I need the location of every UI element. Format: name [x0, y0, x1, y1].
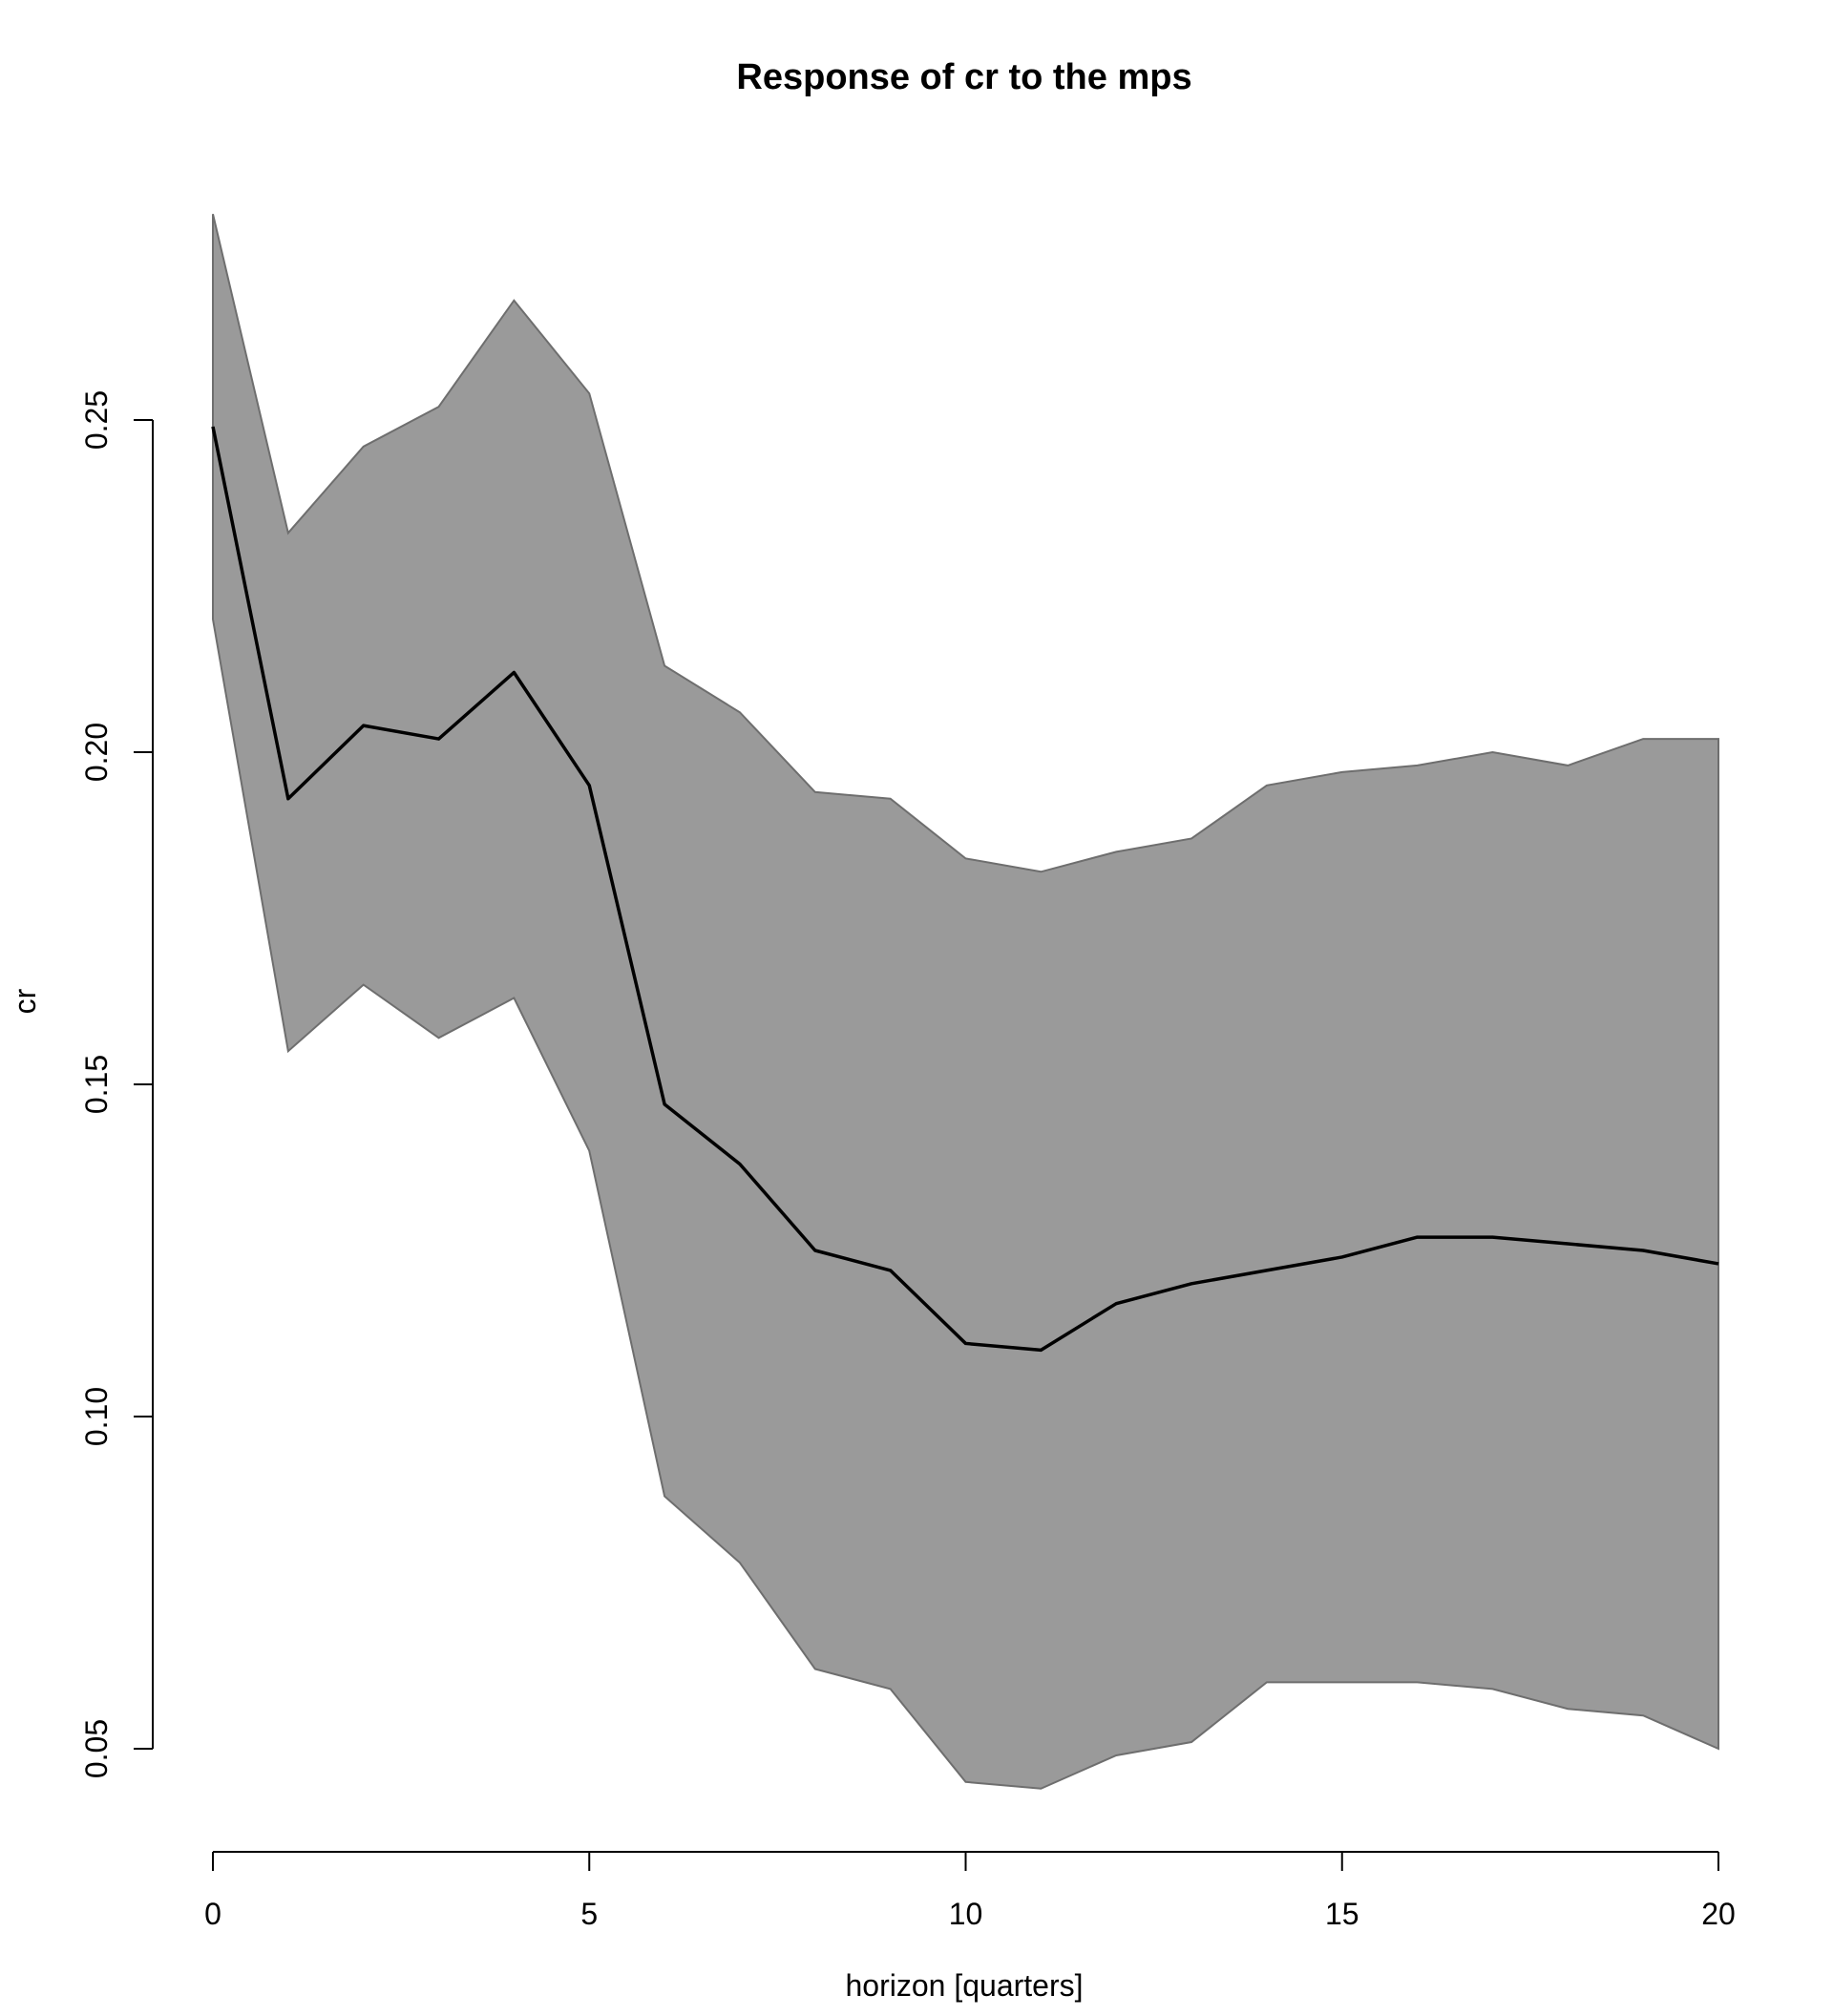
y-axis-label: cr — [8, 988, 42, 1014]
confidence-band-layer — [212, 214, 1719, 1790]
x-axis-label: horizon [quarters] — [845, 1968, 1083, 2003]
median-response-line — [211, 426, 1719, 1353]
confidence-band — [212, 214, 1719, 1790]
y-axis: 0.05 0.10 0.15 0.20 0.25 — [79, 390, 154, 1778]
y-tick-label: 0.10 — [79, 1387, 114, 1446]
y-tick-label: 0.25 — [79, 390, 114, 450]
x-tick-label: 0 — [204, 1897, 221, 1931]
x-tick-label: 20 — [1701, 1897, 1736, 1931]
y-tick-label: 0.15 — [79, 1055, 114, 1114]
x-axis: 0 5 10 15 20 — [204, 1851, 1736, 1931]
x-tick-label: 5 — [580, 1897, 598, 1931]
median-line-layer — [211, 426, 1719, 1353]
x-tick-label: 15 — [1325, 1897, 1359, 1931]
y-tick-label: 0.20 — [79, 723, 114, 782]
x-tick-label: 10 — [949, 1897, 983, 1931]
chart-title: Response of cr to the mps — [736, 57, 1191, 97]
y-tick-label: 0.05 — [79, 1719, 114, 1778]
